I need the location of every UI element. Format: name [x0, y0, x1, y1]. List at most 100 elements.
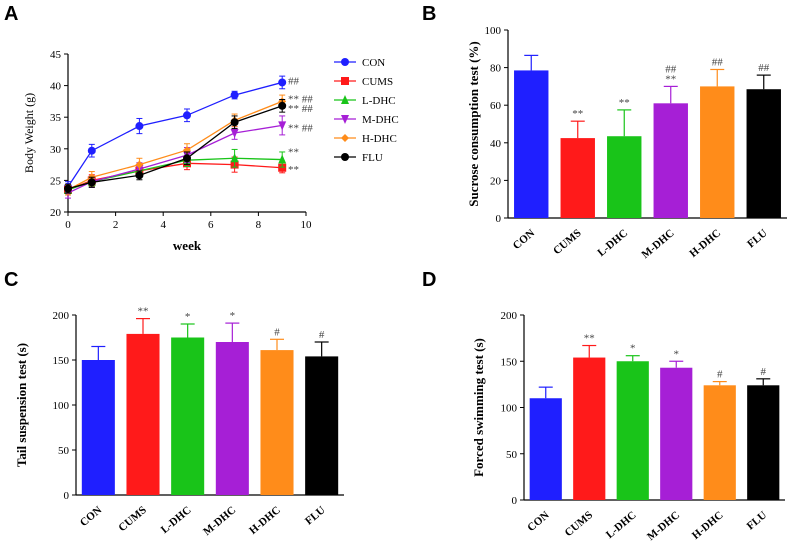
- significance-mark: ##: [758, 62, 770, 74]
- significance-mark: #: [274, 326, 280, 338]
- data-point: [135, 122, 144, 131]
- significance-mark: *: [185, 311, 191, 323]
- y-axis-title: Sucrose consumption test (%): [466, 41, 481, 207]
- body-weight-line-chart: 20 25 30 35 40 45 0 2 4 6 8 10 week Body Weight (g) CO…: [22, 49, 399, 253]
- data-point: [341, 77, 349, 85]
- y-tick-label: 20: [50, 207, 62, 219]
- x-tick-label: 6: [208, 219, 214, 231]
- bar-l-dhc: [171, 337, 205, 495]
- significance-mark: **: [619, 97, 630, 109]
- y-tick-label: 40: [50, 81, 62, 93]
- data-point: [183, 154, 191, 163]
- y-tick-label: 25: [50, 175, 62, 187]
- bar-flu: [746, 89, 781, 218]
- series-m-dhc: [64, 115, 287, 199]
- y-axis-title: Tail suspension test (s): [14, 343, 29, 467]
- sucrose-bar-chart: 0 20 40 60 80 100 Sucrose consumption test (%)…: [466, 25, 787, 261]
- y-tick-label: 0: [64, 490, 70, 502]
- significance-mark: ##: [665, 63, 677, 75]
- forced-swimming-bar-chart: 0 50 100 150 200 Forced swimming test (s) CON *…: [471, 310, 785, 543]
- data-point: [278, 163, 287, 172]
- significance-mark: #: [717, 369, 723, 381]
- legend-label: M-DHC: [362, 114, 399, 126]
- significance-mark: ** ##: [288, 122, 313, 134]
- bar-flu: [305, 356, 339, 495]
- significance-mark: **: [572, 108, 583, 120]
- data-point: [230, 118, 239, 127]
- significance-mark: *: [230, 310, 236, 322]
- y-tick-label: 45: [50, 49, 62, 61]
- data-point: [341, 134, 349, 142]
- significance-mark: **: [288, 164, 299, 176]
- series-flu: [64, 99, 287, 194]
- data-point: [278, 78, 287, 87]
- data-point: [230, 129, 239, 138]
- category-label: CUMS: [116, 504, 149, 534]
- x-tick-label: 0: [65, 219, 71, 231]
- bar-cums: [126, 333, 160, 495]
- series-line: [67, 100, 283, 191]
- series-line: [67, 162, 283, 191]
- y-tick-label: 60: [490, 100, 502, 112]
- data-point: [87, 146, 96, 155]
- data-point: [135, 160, 144, 169]
- category-label: CON: [525, 509, 551, 534]
- category-label: FLU: [745, 509, 770, 532]
- x-tick-label: 8: [256, 219, 262, 231]
- data-point: [64, 184, 72, 193]
- series-con: [64, 75, 287, 193]
- category-label: H-DHC: [690, 509, 726, 542]
- significance-mark: ** ##: [288, 103, 313, 115]
- legend-label: CON: [362, 57, 385, 69]
- category-label: M-DHC: [645, 509, 682, 543]
- bar-cums: [573, 357, 606, 500]
- significance-mark: ##: [712, 56, 724, 68]
- bar-m-dhc: [660, 367, 693, 500]
- data-point: [278, 121, 287, 131]
- y-tick-label: 80: [490, 63, 502, 75]
- y-tick-label: 100: [501, 403, 518, 415]
- data-point: [135, 171, 144, 180]
- y-axis-title: Forced swimming test (s): [471, 338, 486, 477]
- y-tick-label: 40: [490, 138, 502, 150]
- x-axis-title: week: [173, 238, 202, 253]
- y-tick-label: 50: [58, 445, 70, 457]
- bar-con: [529, 398, 562, 500]
- data-point: [341, 115, 349, 124]
- legend-label: CUMS: [362, 76, 393, 88]
- y-tick-label: 0: [496, 213, 502, 225]
- category-label: M-DHC: [639, 227, 676, 261]
- y-tick-label: 30: [50, 144, 62, 156]
- bar-con: [81, 360, 115, 495]
- significance-mark: **: [584, 333, 595, 345]
- significance-mark: **: [288, 147, 299, 159]
- y-tick-label: 150: [501, 356, 518, 368]
- data-point: [341, 95, 349, 104]
- series-line: [67, 81, 283, 188]
- category-label: L-DHC: [604, 509, 639, 541]
- x-tick-label: 10: [301, 219, 313, 231]
- category-label: CUMS: [551, 227, 584, 257]
- panel-label-c: C: [4, 269, 18, 291]
- data-point: [230, 91, 239, 100]
- legend-label: H-DHC: [362, 133, 397, 145]
- y-axis-title: Body Weight (g): [22, 93, 36, 173]
- category-label: H-DHC: [247, 504, 283, 537]
- data-point: [278, 101, 287, 110]
- significance-mark: **: [138, 306, 149, 318]
- significance-mark: **: [665, 73, 676, 85]
- panel-label-b: B: [422, 3, 436, 25]
- data-point: [183, 111, 191, 120]
- category-label: FLU: [745, 227, 770, 250]
- category-label: L-DHC: [595, 227, 630, 259]
- significance-mark: #: [319, 329, 325, 341]
- significance-mark: ** ##: [288, 93, 313, 105]
- data-point: [278, 154, 287, 164]
- series-line: [67, 105, 283, 190]
- bar-l-dhc: [616, 361, 649, 500]
- category-label: CON: [78, 504, 104, 529]
- data-point: [230, 153, 239, 163]
- y-tick-label: 150: [53, 355, 70, 367]
- tail-suspension-bar-chart: 0 50 100 150 200 Tail suspension test (s) CON *…: [14, 306, 344, 538]
- series-l-dhc: [64, 148, 287, 196]
